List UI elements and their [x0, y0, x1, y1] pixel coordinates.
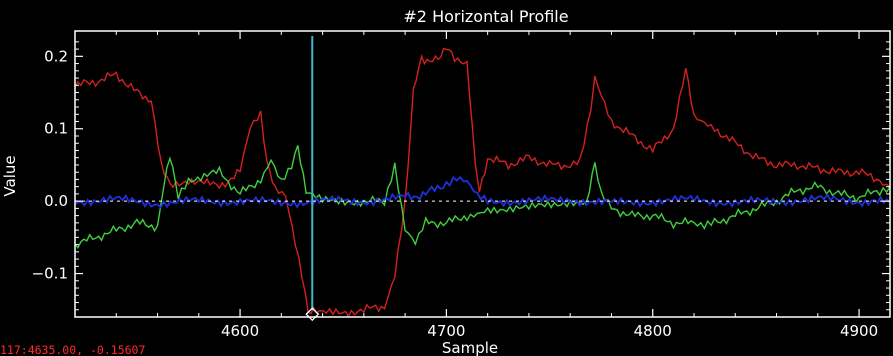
x-tick-label: 4900: [840, 322, 878, 340]
cursor-marker[interactable]: [305, 307, 320, 322]
window-title: #2 Horizontal Profile: [403, 7, 568, 26]
y-tick-label: 0.1: [44, 120, 68, 138]
profile-traces: [75, 47, 890, 317]
x-tick-label: 4800: [634, 322, 672, 340]
series-line-1: [75, 47, 890, 317]
y-tick-label: 0.0: [44, 192, 68, 210]
y-tick-label: −0.1: [32, 265, 68, 283]
y-tick-label: 0.2: [44, 47, 68, 65]
x-tick-label: 4600: [221, 322, 259, 340]
cursor-readout: 117:4635.00, -0.15607: [0, 343, 145, 356]
series-line-2: [75, 145, 890, 250]
axes-frame: [74, 30, 891, 318]
plot-axes: [74, 30, 891, 318]
cursor-diamond: [305, 307, 320, 322]
y-axis-label: Value: [1, 155, 19, 196]
x-tick-label: 4700: [427, 322, 465, 340]
x-axis-label: Sample: [442, 339, 498, 356]
axis-ticks: 4600 4700 4800 4900 −0.1 0.0 0.1 0.2: [32, 31, 890, 340]
